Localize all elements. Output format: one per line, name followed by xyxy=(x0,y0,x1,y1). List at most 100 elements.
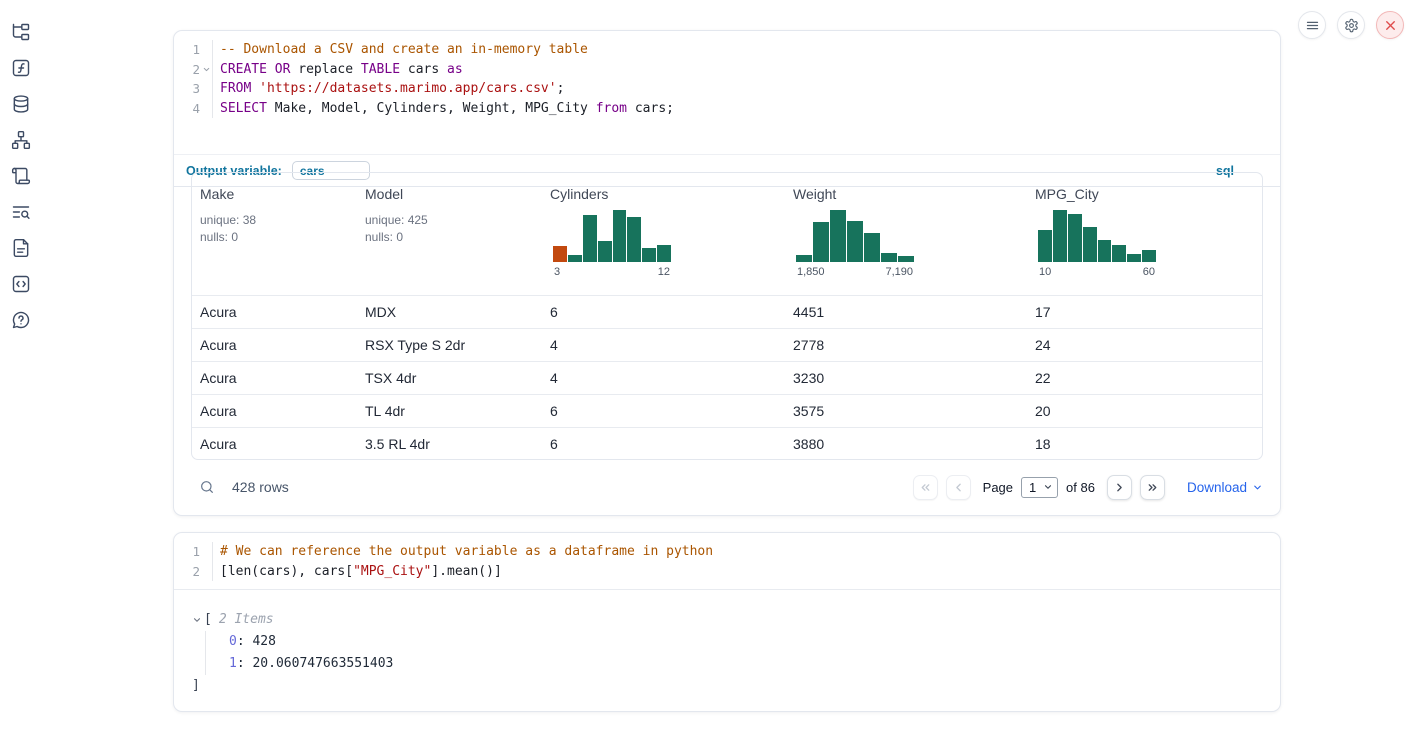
code-line[interactable]: 1 # We can reference the output variable … xyxy=(178,542,1280,562)
column-histogram: 1,850 7,190 xyxy=(796,210,914,278)
table-cell: 24 xyxy=(1035,337,1051,353)
prev-page-button[interactable] xyxy=(945,474,971,500)
histogram-bar[interactable] xyxy=(881,252,897,262)
table-row[interactable]: Acura TL 4dr 6 3575 20 xyxy=(192,394,1262,427)
histogram-bar[interactable] xyxy=(830,210,846,262)
table-row[interactable]: Acura 3.5 RL 4dr 6 3880 18 xyxy=(192,427,1262,459)
table-cell: MDX xyxy=(365,304,397,320)
snippets-icon[interactable] xyxy=(10,273,32,295)
histogram-bar[interactable] xyxy=(813,222,829,262)
table-cell: 3.5 RL 4dr xyxy=(365,436,430,452)
column-header-model[interactable]: Model unique: 425 nulls: 0 xyxy=(357,173,542,295)
code-line[interactable]: 1 -- Download a CSV and create an in-memo… xyxy=(178,40,1280,60)
table-cell: Acura xyxy=(200,370,237,386)
row-count: 428 rows xyxy=(232,479,289,495)
histogram-bar[interactable] xyxy=(1052,210,1067,262)
code-line[interactable]: 4 SELECT Make, Model, Cylinders, Weight, … xyxy=(178,98,1280,119)
scroll-icon[interactable] xyxy=(10,165,32,187)
fold-gutter xyxy=(200,79,213,99)
column-header-make[interactable]: Make unique: 38 nulls: 0 xyxy=(192,173,357,295)
code-line[interactable]: 3 FROM 'https://datasets.marimo.app/cars.… xyxy=(178,79,1280,99)
histogram-bar[interactable] xyxy=(642,248,657,262)
table-row[interactable]: Acura MDX 6 4451 17 xyxy=(192,295,1262,328)
download-button[interactable]: Download xyxy=(1187,480,1263,495)
histogram-bar[interactable] xyxy=(1112,245,1127,262)
column-histogram: 10 60 xyxy=(1038,210,1156,278)
histogram-bar[interactable] xyxy=(1142,250,1156,262)
settings-button[interactable] xyxy=(1337,11,1365,39)
histogram-bar[interactable] xyxy=(898,255,914,262)
histogram-bar[interactable] xyxy=(567,254,582,262)
help-bubble-icon[interactable] xyxy=(10,309,32,331)
histogram-bar[interactable] xyxy=(1038,229,1052,262)
table-cell: 18 xyxy=(1035,436,1051,452)
table-cell: Acura xyxy=(200,403,237,419)
table-row[interactable]: Acura RSX Type S 2dr 4 2778 24 xyxy=(192,328,1262,361)
page-select[interactable]: 1 xyxy=(1021,476,1059,498)
column-header-cylinders[interactable]: Cylinders 3 12 xyxy=(542,173,785,295)
page-total-label: of 86 xyxy=(1066,479,1095,495)
histogram-bar[interactable] xyxy=(553,246,567,262)
function-square-icon[interactable] xyxy=(10,57,32,79)
column-header-mpg_city[interactable]: MPG_City 10 60 xyxy=(1027,173,1262,295)
column-header-weight[interactable]: Weight 1,850 7,190 xyxy=(785,173,1027,295)
data-table: Make unique: 38 nulls: 0 Model unique: 425 nu… xyxy=(191,172,1263,460)
logs-search-icon[interactable] xyxy=(10,201,32,223)
histogram-bar[interactable] xyxy=(1097,240,1112,262)
histogram-bar[interactable] xyxy=(597,241,612,262)
column-name: Weight xyxy=(793,186,837,202)
cell-output-divider xyxy=(174,589,1280,590)
table-cell: 2778 xyxy=(793,337,825,353)
fold-chevron-icon[interactable] xyxy=(200,59,213,80)
histogram-axis-labels: 1,850 7,190 xyxy=(797,266,913,278)
table-cell: TSX 4dr xyxy=(365,370,417,386)
collapse-chevron-icon[interactable] xyxy=(192,615,202,625)
search-icon[interactable] xyxy=(199,479,215,495)
first-page-button[interactable] xyxy=(912,474,938,500)
histogram-bar[interactable] xyxy=(1127,254,1142,262)
document-icon[interactable] xyxy=(10,237,32,259)
code-line[interactable]: 2 [len(cars), cars["MPG_City"].mean()] xyxy=(178,561,1280,582)
file-tree-icon[interactable] xyxy=(10,21,32,43)
histogram-bar[interactable] xyxy=(864,233,880,262)
table-cell: 17 xyxy=(1035,304,1051,320)
histogram-bar[interactable] xyxy=(847,220,863,262)
fold-gutter xyxy=(200,561,213,582)
table-cell: TL 4dr xyxy=(365,403,405,419)
table-footer: 428 rows Page 1 of 86 Download xyxy=(191,472,1263,502)
code-line[interactable]: 2 CREATE OR replace TABLE cars as xyxy=(178,59,1280,80)
output-tree: [ 2 Items 0: 428 1: 20.060747663551403 ] xyxy=(174,590,1280,697)
histogram-bar[interactable] xyxy=(612,210,627,262)
tree-entries: 0: 428 1: 20.060747663551403 xyxy=(205,631,1280,675)
fold-gutter xyxy=(200,98,213,119)
output-variable-input[interactable] xyxy=(291,161,370,180)
code-text: [len(cars), cars["MPG_City"].mean()] xyxy=(220,563,502,579)
histogram-bar[interactable] xyxy=(657,245,671,262)
python-cell: 1 # We can reference the output variable … xyxy=(173,532,1281,712)
table-cell: RSX Type S 2dr xyxy=(365,337,466,353)
histogram-bar[interactable] xyxy=(627,217,642,262)
histogram-bar[interactable] xyxy=(1082,226,1097,262)
histogram-bar[interactable] xyxy=(1067,214,1082,262)
close-button[interactable] xyxy=(1376,11,1404,39)
code-text: CREATE OR replace TABLE cars as xyxy=(220,61,463,77)
histogram-axis-labels: 10 60 xyxy=(1039,266,1155,278)
table-cell: 6 xyxy=(550,403,558,419)
table-row[interactable]: Acura TSX 4dr 4 3230 22 xyxy=(192,361,1262,394)
line-number: 2 xyxy=(192,563,200,579)
line-number: 1 xyxy=(192,42,200,57)
sql-code-editor[interactable]: 1 -- Download a CSV and create an in-memo… xyxy=(174,31,1280,124)
hamburger-menu-button[interactable] xyxy=(1298,11,1326,39)
sql-cell: 1 -- Download a CSV and create an in-memo… xyxy=(173,30,1281,516)
code-text: SELECT Make, Model, Cylinders, Weight, M… xyxy=(220,100,674,116)
close-bracket: ] xyxy=(192,678,200,693)
items-count-label: 2 Items xyxy=(218,612,274,627)
column-name: Cylinders xyxy=(550,186,609,202)
next-page-button[interactable] xyxy=(1106,474,1132,500)
last-page-button[interactable] xyxy=(1139,474,1165,500)
dependency-graph-icon[interactable] xyxy=(10,129,32,151)
database-icon[interactable] xyxy=(10,93,32,115)
python-code-editor[interactable]: 1 # We can reference the output variable … xyxy=(174,533,1280,587)
histogram-bar[interactable] xyxy=(582,215,597,262)
histogram-bar[interactable] xyxy=(796,255,812,262)
